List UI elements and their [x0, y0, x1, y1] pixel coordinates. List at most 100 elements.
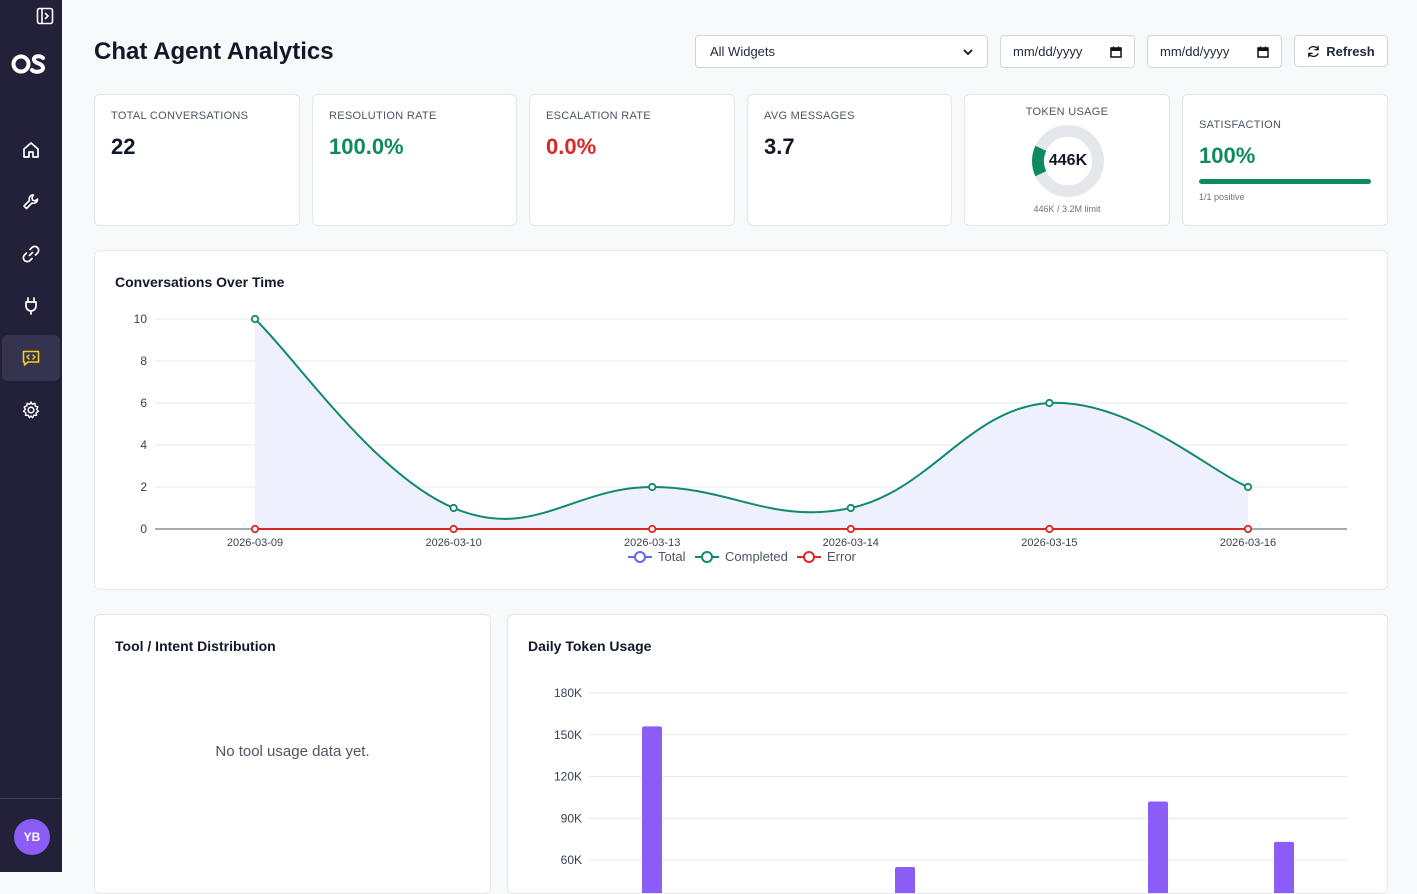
conversations-chart: 0 2 4 6 8 10 2026-03-09 2026-03-10 2026-03-13 202… [134, 312, 1347, 564]
calendar-icon[interactable] [1257, 46, 1269, 58]
stat-label: RESOLUTION RATE [329, 110, 437, 122]
stat-value: 0.0% [546, 134, 597, 159]
widget-select[interactable]: All Widgets [695, 35, 988, 68]
refresh-icon [1308, 45, 1320, 57]
stat-value: 100% [1199, 143, 1256, 168]
chat-code-icon [22, 350, 40, 366]
stat-value: 100.0% [329, 134, 404, 159]
stat-card-avg-messages: AVG MESSAGES 3.7 [747, 94, 952, 226]
y-tick-label: 0 [140, 522, 147, 536]
data-point-error [250, 524, 260, 534]
y-tick-label: 150K [554, 728, 582, 742]
wrench-icon [23, 194, 39, 210]
legend-label: Completed [725, 549, 788, 564]
refresh-label: Refresh [1326, 43, 1375, 59]
section-title: Conversations Over Time [115, 274, 285, 290]
legend-label: Error [827, 549, 857, 564]
legend-marker [803, 551, 815, 563]
data-point-error [1243, 524, 1253, 534]
y-tick-label: 180K [554, 686, 582, 700]
x-tick-label: 2026-03-14 [823, 537, 879, 549]
x-tick-label: 2026-03-13 [624, 537, 680, 549]
stat-label: SATISFACTION [1199, 119, 1282, 131]
end-date-placeholder: mm/dd/yyyy [1160, 44, 1230, 59]
series-line-completed [254, 318, 1249, 520]
chevron-down-icon [963, 48, 973, 55]
x-tick-label: 2026-03-10 [425, 537, 481, 549]
section-title: Daily Token Usage [528, 638, 652, 654]
sidebar-toggle-icon[interactable] [36, 7, 54, 25]
x-tick-label: 2026-03-16 [1220, 537, 1276, 549]
bar-2026-03-16 [1274, 841, 1294, 893]
satisfaction-bar [1199, 179, 1371, 184]
avatar[interactable]: YB [14, 819, 50, 855]
y-tick-label: 2 [140, 480, 147, 494]
sidebar-item-settings[interactable] [2, 387, 60, 433]
y-tick-label: 60K [561, 853, 582, 867]
conversations-chart-card: Conversations Over Time 0 2 4 6 8 10 2026-03-0… [94, 250, 1388, 590]
refresh-button[interactable]: Refresh [1294, 35, 1388, 67]
sidebar-item-chat-agent[interactable] [2, 335, 60, 381]
sidebar-item-links[interactable] [2, 231, 60, 277]
x-tick-label: 2026-03-09 [227, 537, 283, 549]
legend-marker [634, 551, 646, 563]
data-point-completed [449, 503, 458, 513]
bar-2026-03-15 [1148, 801, 1168, 893]
token-bar-chart: 60K 90K 120K 150K 180K [554, 686, 1348, 893]
data-point-error [648, 524, 657, 534]
stat-value: 22 [111, 134, 136, 159]
x-tick-label: 2026-03-15 [1021, 537, 1077, 549]
end-date-input[interactable]: mm/dd/yyyy [1147, 35, 1282, 68]
y-tick-label: 8 [140, 354, 147, 368]
y-tick-label: 90K [561, 811, 582, 825]
bar-2026-03-09 [642, 726, 662, 893]
data-point-completed [250, 314, 260, 324]
stat-label: ESCALATION RATE [546, 110, 651, 122]
y-tick-label: 6 [140, 396, 147, 410]
stat-label: AVG MESSAGES [764, 110, 855, 122]
data-point-completed [1045, 398, 1054, 408]
gear-icon [22, 401, 40, 419]
stat-card-total-conversations: TOTAL CONVERSATIONS 22 [94, 94, 300, 226]
page-title: Chat Agent Analytics [94, 38, 334, 65]
home-icon [23, 142, 39, 158]
sidebar: YB [0, 0, 62, 872]
stat-card-satisfaction: SATISFACTION 100% 1/1 positive [1182, 94, 1388, 226]
start-date-input[interactable]: mm/dd/yyyy [1000, 35, 1135, 68]
y-tick-label: 4 [140, 438, 147, 452]
token-gauge [1032, 125, 1104, 197]
series-area-total [255, 319, 1248, 529]
section-title: Tool / Intent Distribution [115, 638, 276, 654]
sidebar-item-tools[interactable] [2, 179, 60, 225]
start-date-placeholder: mm/dd/yyyy [1013, 44, 1083, 59]
data-point-error [846, 524, 855, 534]
stat-sub: 1/1 positive [1199, 192, 1245, 202]
data-point-completed [846, 503, 855, 513]
empty-message: No tool usage data yet. [215, 743, 370, 760]
data-point-completed [648, 482, 657, 492]
stat-card-resolution-rate: RESOLUTION RATE 100.0% [312, 94, 517, 226]
sidebar-item-home[interactable] [2, 127, 60, 173]
stat-label: TOKEN USAGE [1025, 106, 1109, 118]
stat-label: TOTAL CONVERSATIONS [111, 110, 249, 122]
widget-select-value: All Widgets [710, 44, 776, 59]
gauge-fill [1032, 125, 1104, 197]
link-icon [22, 245, 40, 263]
legend-marker [701, 551, 713, 563]
legend-label: Total [658, 549, 686, 564]
calendar-icon[interactable] [1110, 46, 1122, 58]
logo-icon[interactable] [10, 50, 50, 78]
y-tick-label: 120K [554, 770, 582, 784]
bar-2026-03-13 [895, 866, 915, 893]
token-chart-card: Daily Token Usage 60K 90K 120K 150K 180K [507, 614, 1388, 894]
sidebar-item-integrations[interactable] [2, 283, 60, 329]
tool-distribution-card: Tool / Intent Distribution No tool usage… [94, 614, 491, 894]
data-point-completed [1243, 482, 1253, 492]
data-point-error [1045, 524, 1054, 534]
data-point-error [449, 524, 458, 534]
stat-card-escalation-rate: ESCALATION RATE 0.0% [529, 94, 735, 226]
stat-card-token-usage: TOKEN USAGE 446K 446K / 3.2M limit [964, 94, 1170, 226]
y-tick-label: 10 [134, 312, 148, 326]
stat-value: 446K [1048, 152, 1088, 169]
stat-sub: 446K / 3.2M limit [1033, 204, 1101, 214]
